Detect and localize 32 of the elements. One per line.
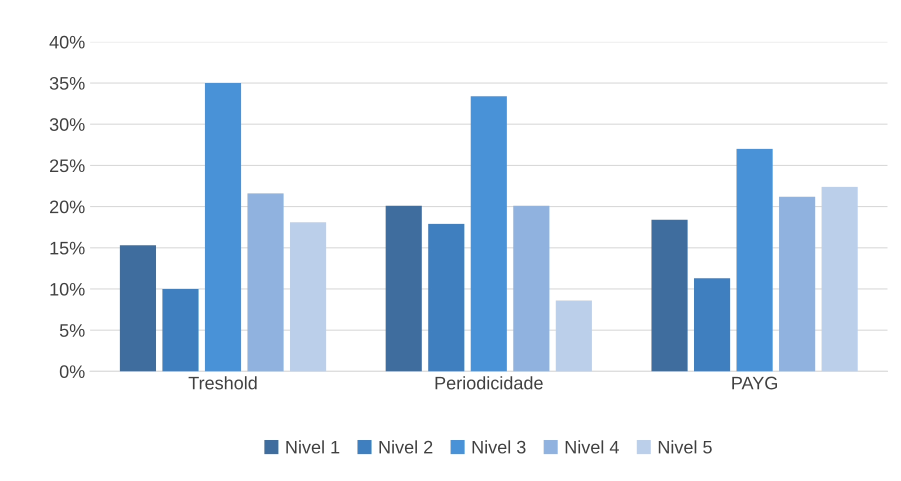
y-tick-label: 25% — [50, 159, 85, 172]
bar — [822, 186, 858, 372]
bar — [470, 96, 507, 372]
y-tick-label: 10% — [50, 282, 85, 296]
bar — [204, 83, 242, 372]
bar — [162, 288, 199, 372]
x-tick-label: Periodicidade — [436, 376, 543, 390]
bar — [428, 224, 464, 372]
bar — [120, 245, 156, 372]
legend-label: Nivel 2 — [380, 440, 432, 454]
bar — [736, 148, 773, 372]
y-tick-label: 35% — [50, 76, 85, 90]
bar — [290, 222, 326, 372]
x-tick-label: Treshold — [188, 376, 257, 390]
y-tick-label: 0% — [60, 365, 85, 378]
y-tick-label: 15% — [50, 242, 85, 254]
legend-label: Nivel 3 — [472, 440, 526, 454]
x-tick-label: PAYG — [732, 376, 777, 390]
legend-label: Nivel 5 — [658, 440, 712, 454]
legend-label: Nivel 4 — [566, 440, 619, 454]
y-tick-label: 20% — [50, 200, 85, 214]
bar — [651, 220, 688, 372]
bar — [247, 193, 284, 372]
bar — [556, 300, 592, 372]
bar — [386, 206, 422, 372]
bar — [513, 206, 550, 372]
y-tick-label: 40% — [50, 36, 85, 49]
bar — [694, 278, 730, 372]
y-tick-label: 5% — [60, 324, 85, 337]
legend-label: Nivel 1 — [286, 440, 340, 454]
y-tick-label: 30% — [50, 118, 85, 131]
bar — [779, 196, 816, 372]
